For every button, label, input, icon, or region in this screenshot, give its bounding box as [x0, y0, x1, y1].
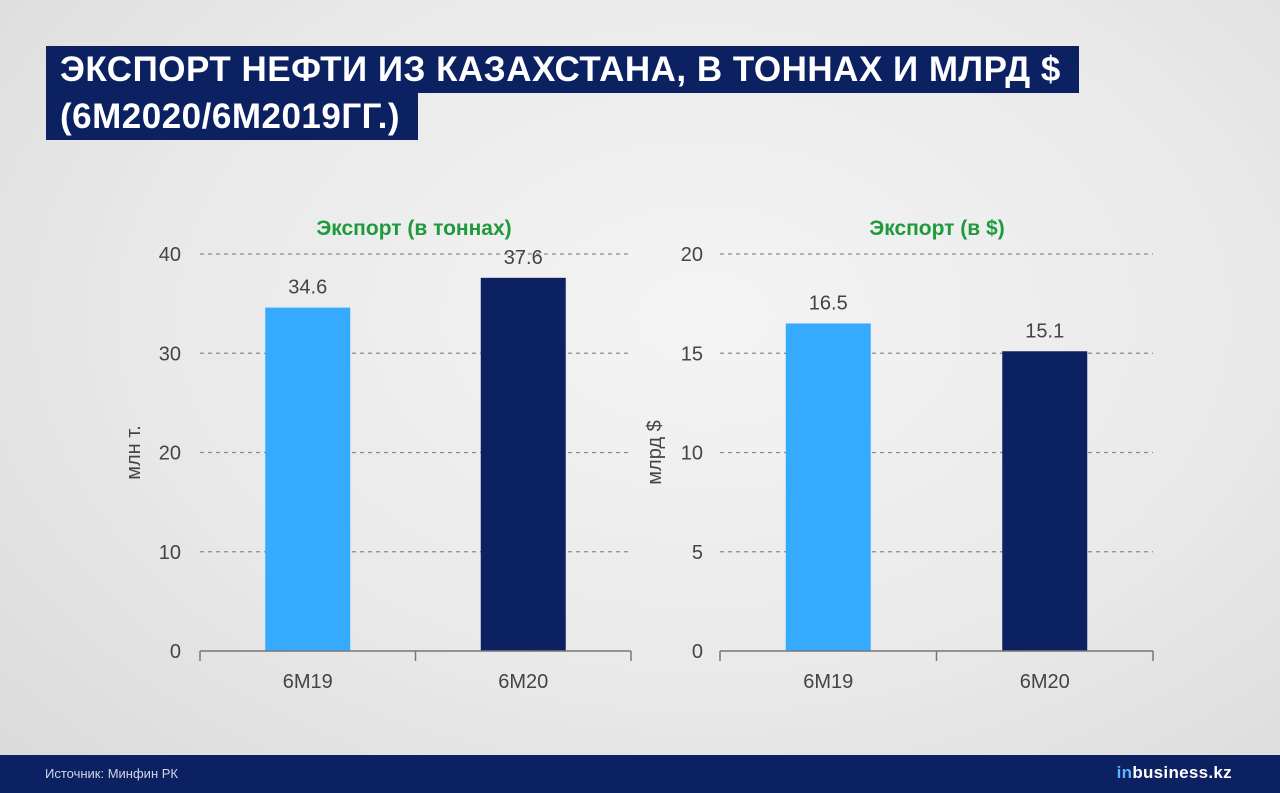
bar [480, 277, 566, 651]
y-tick-label: 10 [159, 542, 181, 564]
bar [785, 323, 871, 651]
title-line-1: ЭКСПОРТ НЕФТИ ИЗ КАЗАХСТАНА, В ТОННАХ И … [46, 46, 1079, 93]
y-tick-label: 30 [159, 343, 181, 365]
y-tick-label: 10 [681, 443, 703, 465]
title-line-2: (6М2020/6М2019ГГ.) [46, 93, 419, 140]
x-tick-label: 6М19 [283, 671, 333, 693]
y-axis-label: млрд $ [644, 420, 666, 484]
y-tick-label: 20 [681, 244, 703, 266]
brand-logo[interactable]: inbusiness.kz [1117, 763, 1232, 783]
y-tick-label: 0 [692, 641, 703, 663]
chart-title: Экспорт (в $) [869, 217, 1004, 240]
chart-export-dollars: Экспорт (в $) 0 5 10 15 20 млрд $ 16.5 6М19 15.1 6… [644, 217, 1154, 693]
footer-bar: Источник: Минфин РК inbusiness.kz [0, 755, 1280, 793]
source-note: Источник: Минфин РК [45, 766, 178, 781]
bar [265, 307, 351, 651]
brand-name: business.kz [1132, 763, 1232, 782]
bar [1002, 351, 1088, 651]
data-label: 16.5 [809, 292, 848, 314]
x-tick-label: 6М19 [803, 671, 853, 693]
chart-export-tonnes: Экспорт (в тоннах) 0 10 20 30 40 млн т. 34.6 6М1… [123, 217, 632, 693]
data-label: 37.6 [504, 247, 543, 269]
y-tick-label: 5 [692, 542, 703, 564]
data-label: 15.1 [1025, 320, 1064, 342]
chart-title: Экспорт (в тоннах) [316, 217, 511, 240]
y-tick-label: 40 [159, 244, 181, 266]
y-axis-label: млн т. [123, 425, 145, 480]
x-tick-label: 6М20 [1020, 671, 1070, 693]
data-label: 34.6 [288, 277, 327, 299]
y-tick-label: 15 [681, 343, 703, 365]
x-tick-label: 6М20 [498, 671, 548, 693]
y-tick-label: 0 [170, 641, 181, 663]
y-tick-label: 20 [159, 443, 181, 465]
brand-prefix: in [1116, 763, 1133, 782]
